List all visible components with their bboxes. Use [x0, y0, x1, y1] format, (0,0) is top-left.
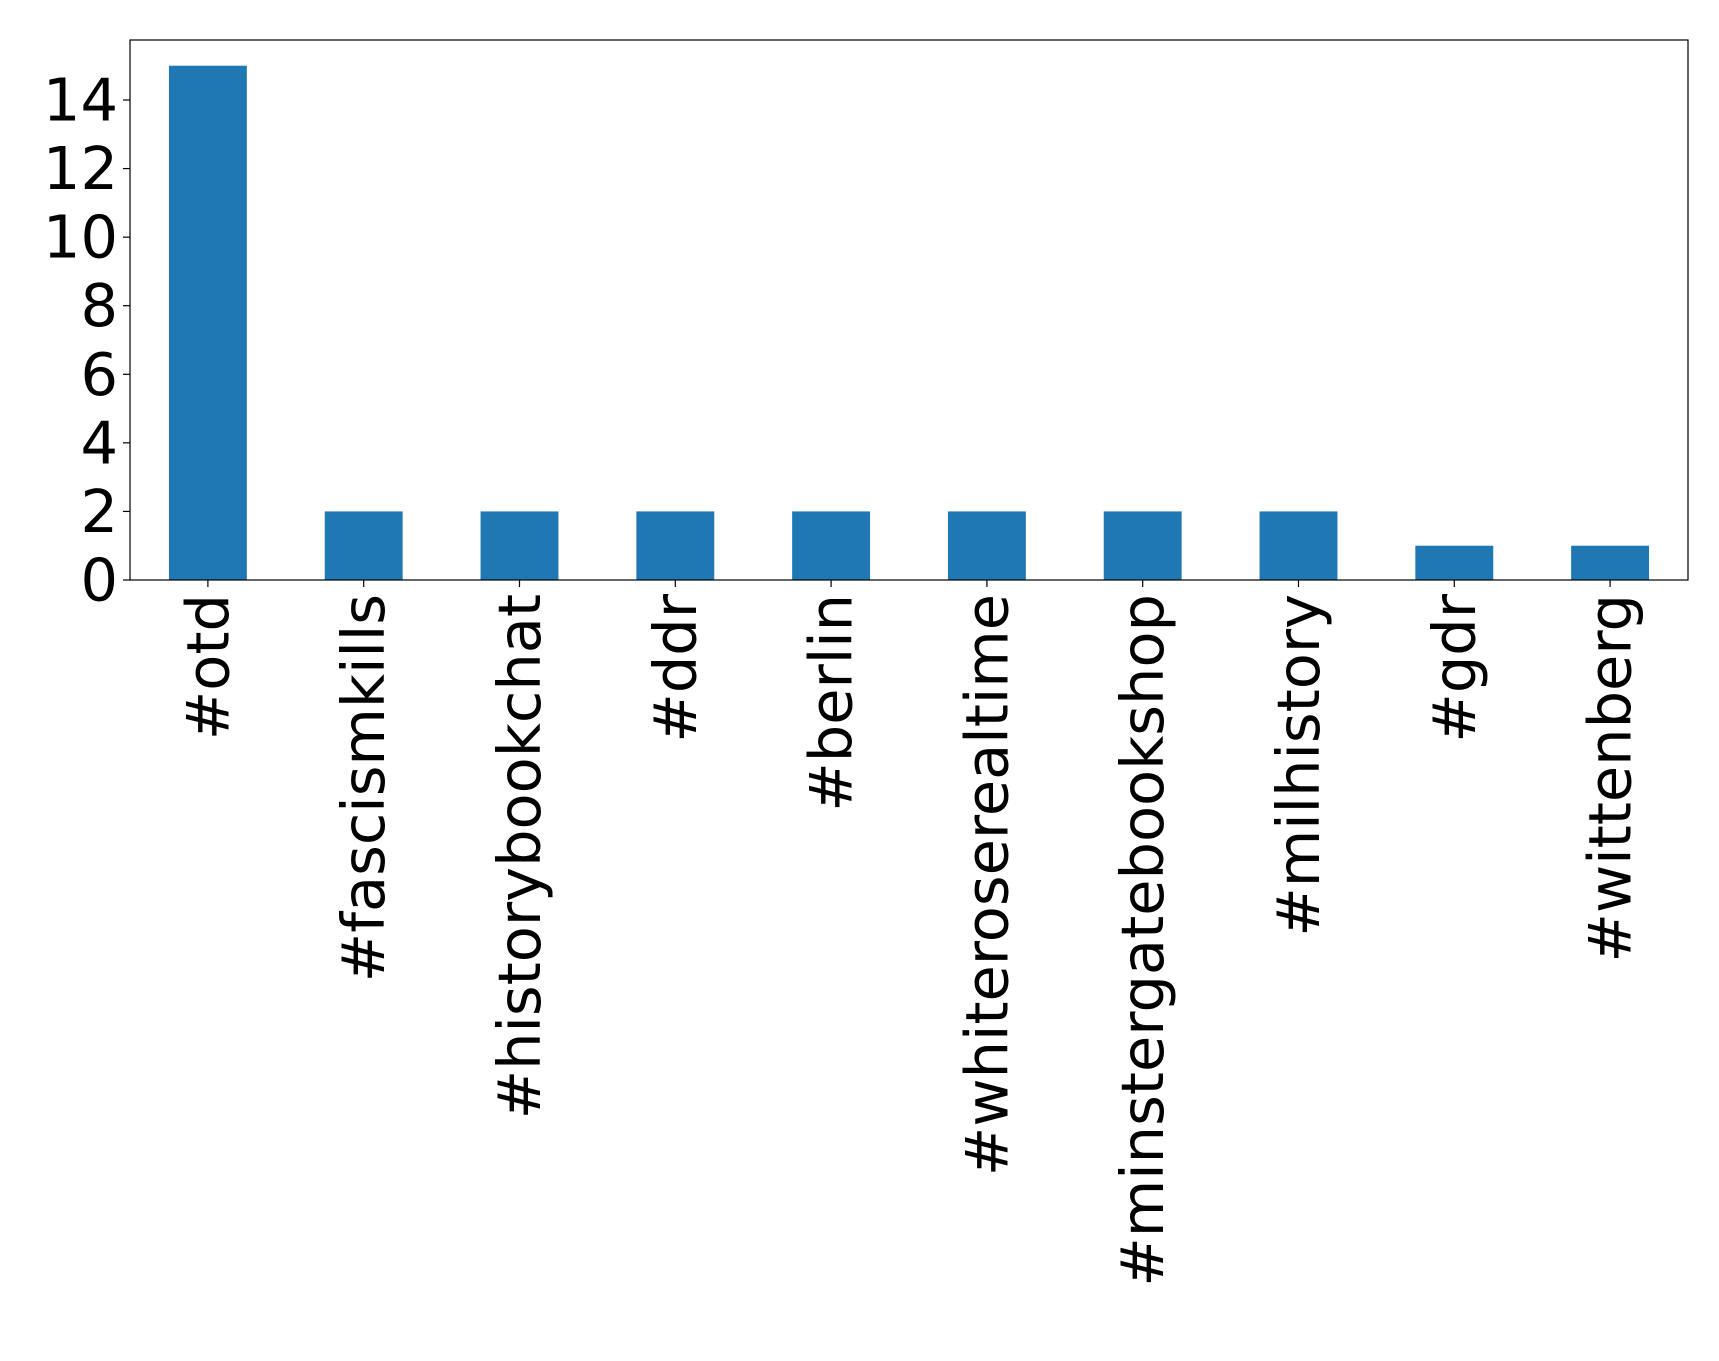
y-tick-label: 8	[80, 271, 118, 340]
y-tick-label: 0	[80, 546, 118, 615]
bar-gdr	[1415, 545, 1494, 580]
y-tick-label: 2	[80, 477, 118, 546]
bar-berlin	[792, 511, 871, 580]
x-tick-label: #milhistory	[1264, 594, 1333, 937]
x-tick-label: #otd	[173, 594, 242, 740]
bar-fascismkills	[324, 511, 403, 580]
x-tick-label: #historybookchat	[485, 594, 554, 1119]
x-tick-label: #wittenberg	[1576, 594, 1645, 962]
bar-historybookchat	[480, 511, 559, 580]
bar-wittenberg	[1571, 545, 1650, 580]
bar-milhistory	[1259, 511, 1338, 580]
x-tick-label: #fascismkills	[329, 594, 398, 982]
bars-group	[168, 65, 1650, 580]
x-tick-label: #minstergatebookshop	[1108, 594, 1177, 1287]
y-tick-label: 10	[43, 203, 118, 272]
x-tick-label: #whiteroserealtime	[952, 594, 1021, 1176]
bar-ddr	[636, 511, 715, 580]
x-tick-label: #berlin	[797, 594, 866, 812]
bar-minstergatebookshop	[1103, 511, 1182, 580]
y-tick-label: 4	[80, 408, 118, 477]
x-tick-label: #gdr	[1420, 593, 1489, 742]
bar-otd	[168, 65, 247, 580]
x-axis: #otd #fascismkills #historybookchat #ddr #be…	[173, 580, 1645, 1287]
y-tick-label: 12	[43, 134, 118, 203]
bar-whiteroserealtime	[947, 511, 1026, 580]
y-tick-label: 14	[43, 66, 118, 135]
plot-frame	[129, 39, 1689, 581]
y-tick-label: 6	[80, 340, 118, 409]
x-tick-label: #ddr	[641, 593, 710, 742]
